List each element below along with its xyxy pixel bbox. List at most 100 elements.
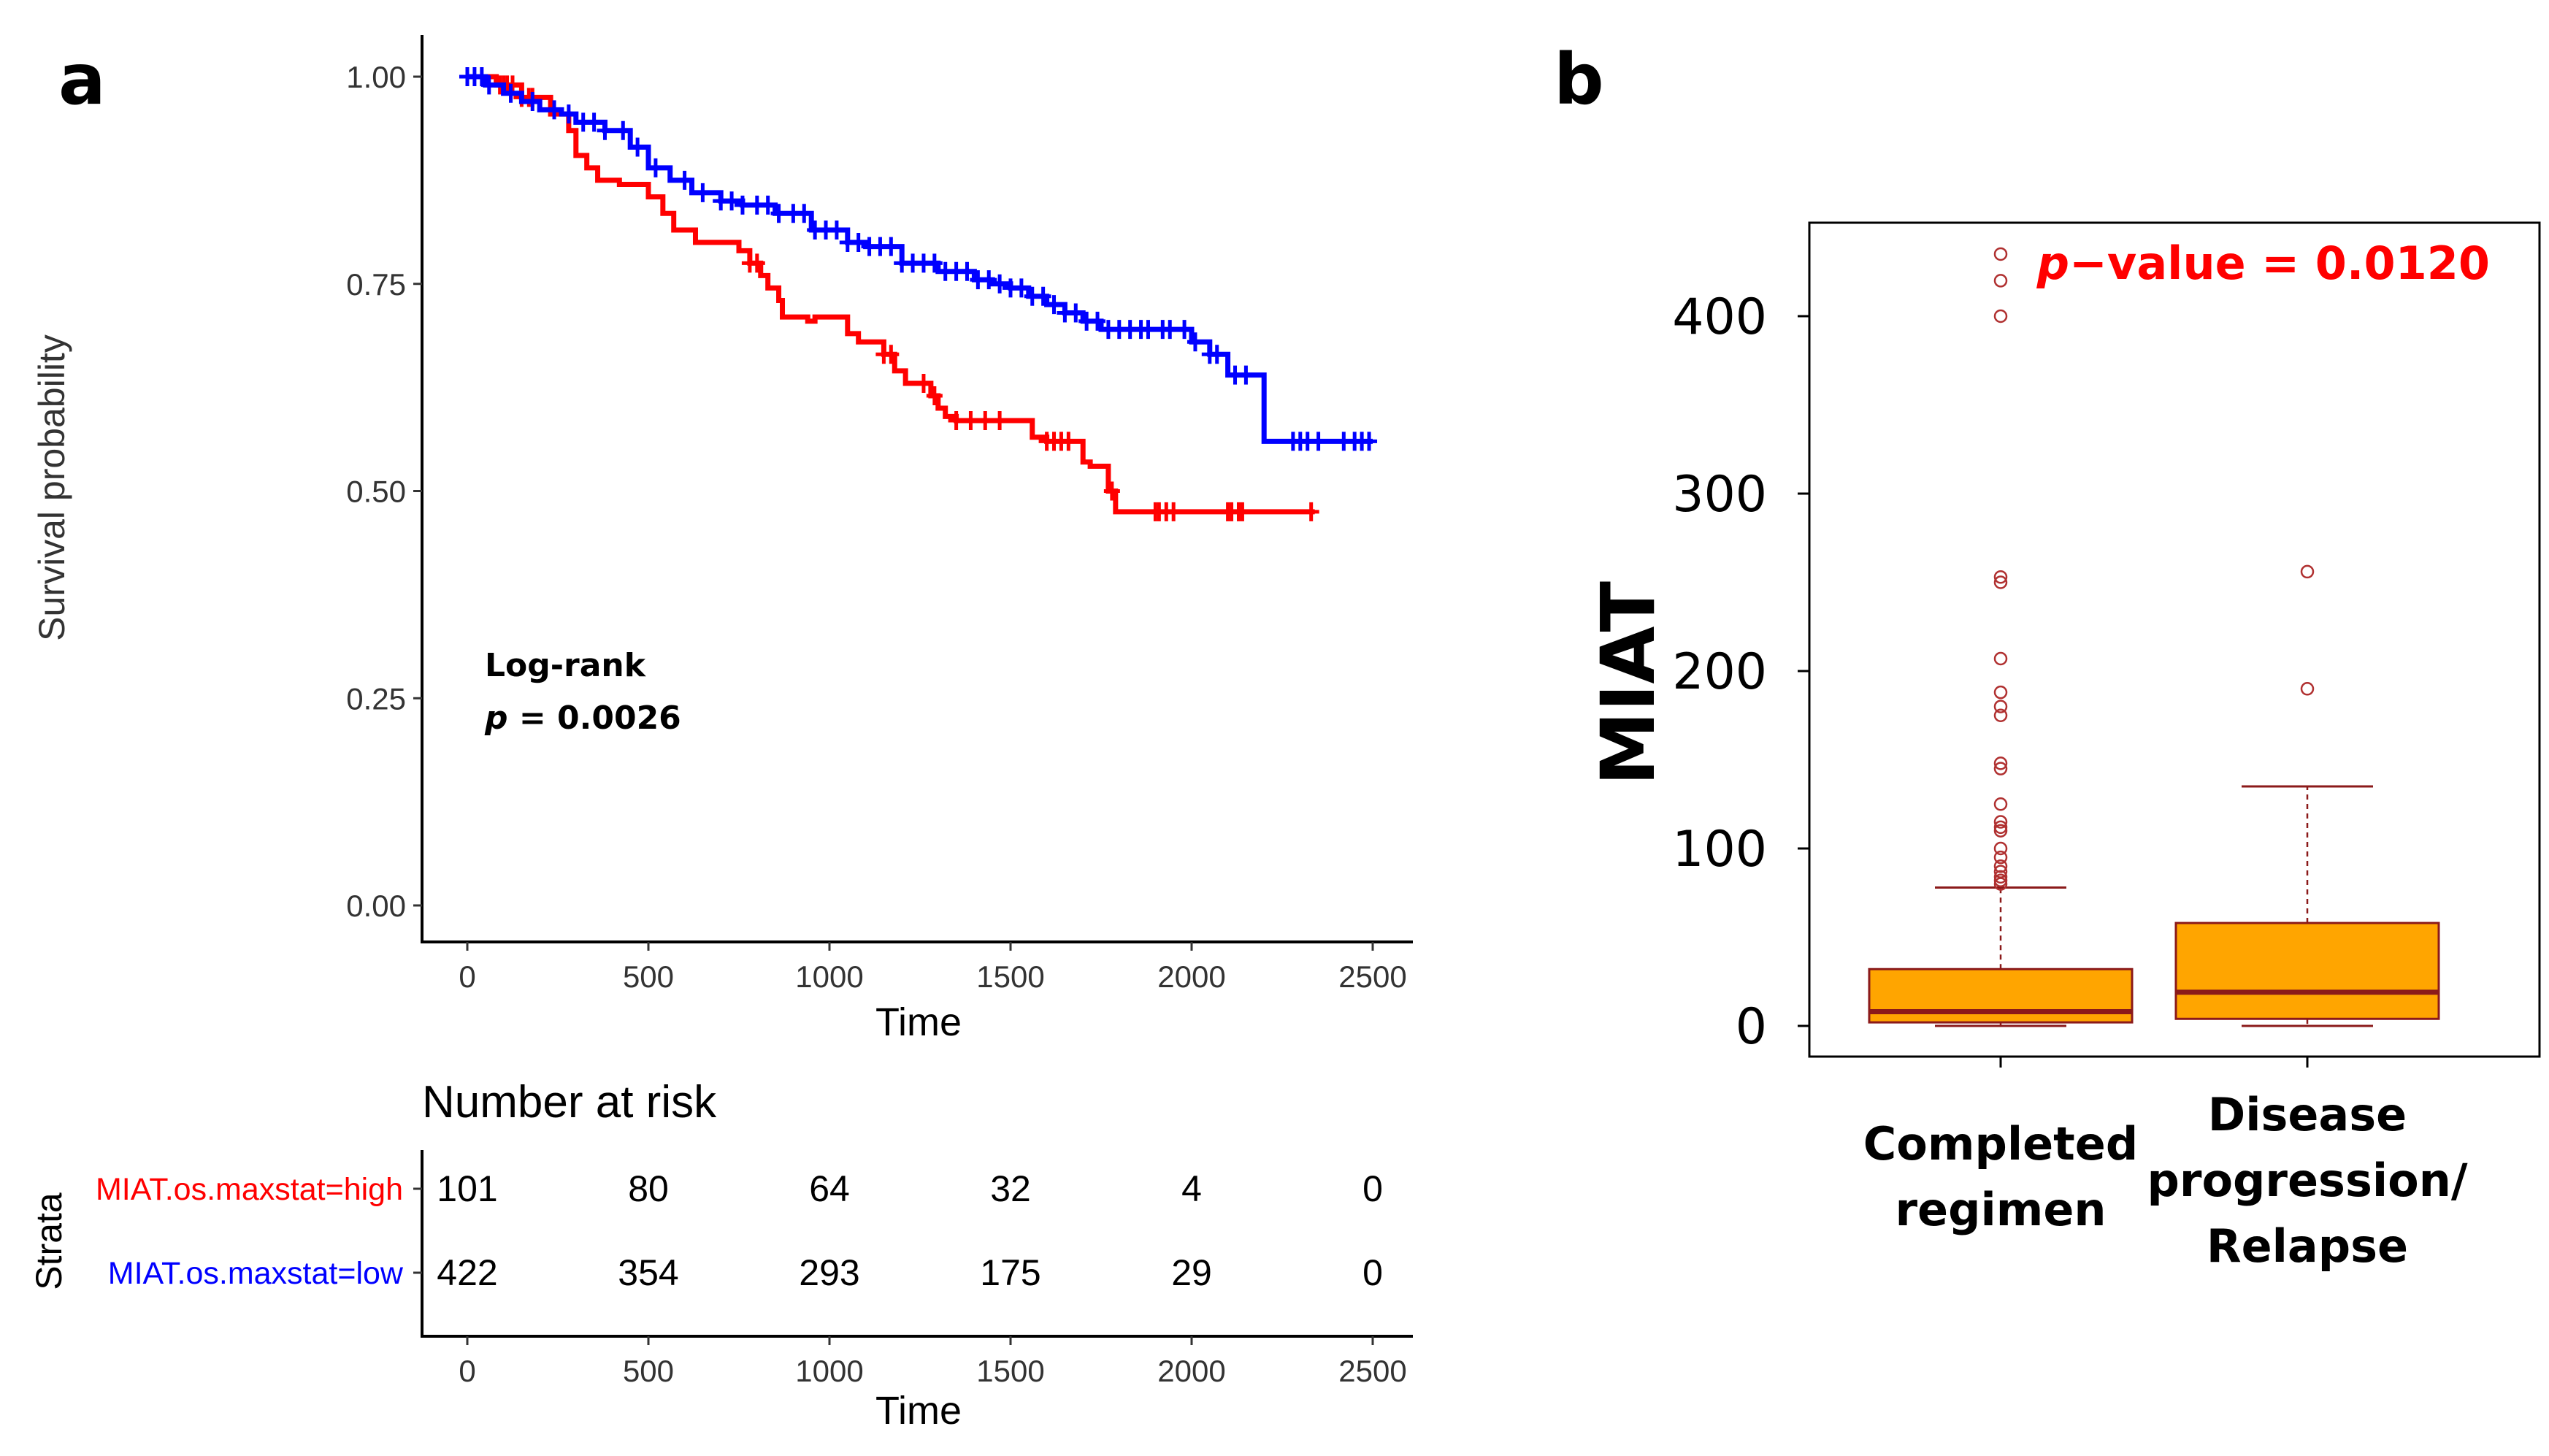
- km-censor-mark-high: [948, 411, 965, 431]
- box-outlier: [1993, 708, 2008, 722]
- risk-strata-name: MIAT.os.maxstat=low: [108, 1256, 404, 1291]
- box-group: [1868, 247, 2134, 1027]
- box-category-label: Completed: [1863, 1117, 2138, 1170]
- box-group: [2174, 564, 2440, 1027]
- risk-count: 293: [799, 1252, 859, 1293]
- km-censor-mark-low: [676, 170, 693, 190]
- box-outlier: [2300, 564, 2315, 579]
- risk-x-tick-label: 500: [623, 1354, 674, 1388]
- box-y-tick-label: 0: [1736, 998, 1767, 1056]
- box-iqr: [1868, 968, 2134, 1024]
- risk-table-title: Number at risk: [422, 1077, 717, 1127]
- box-outlier: [1993, 815, 2008, 829]
- box-y-tick-label: 100: [1672, 821, 1767, 878]
- risk-count: 29: [1171, 1252, 1212, 1293]
- km-censor-mark-low: [1089, 311, 1106, 331]
- risk-x-tick-label: 0: [459, 1354, 475, 1388]
- box-p-number: −value = 0.0120: [2069, 237, 2490, 290]
- risk-x-tick-label: 2500: [1338, 1354, 1406, 1388]
- km-censor-mark-low: [850, 233, 867, 252]
- box-outlier: [1993, 309, 2008, 323]
- box-outlier: [1993, 575, 2008, 589]
- km-y-tick-label: 1.00: [346, 60, 406, 94]
- box-p-symbol: p: [2036, 237, 2069, 290]
- box-outlier: [1993, 824, 2008, 838]
- km-censor-mark-low: [586, 112, 602, 132]
- km-x-tick-label: 2500: [1338, 959, 1406, 994]
- km-censor-mark-high: [926, 386, 943, 405]
- box-category-label: Disease: [2208, 1088, 2407, 1141]
- km-censor-mark-low: [796, 204, 813, 223]
- km-plot: 0.00 0.25 0.50 0.75 1.00 0 500 1000 1500 2000 250…: [31, 35, 1413, 1044]
- km-x-tick-label: 1500: [976, 959, 1044, 994]
- box-outlier: [1993, 870, 2008, 884]
- box-y-tick-label: 300: [1672, 466, 1767, 524]
- km-y-tick-label: 0.75: [346, 267, 406, 302]
- km-censor-mark-low: [724, 191, 740, 211]
- logrank-p-number: = 0.0026: [508, 700, 681, 737]
- box-category-label: Relapse: [2207, 1219, 2408, 1273]
- km-censor-mark-low: [959, 261, 975, 281]
- risk-count: 0: [1362, 1252, 1383, 1293]
- box-outlier: [1993, 762, 2008, 775]
- km-censor-mark-low: [1067, 303, 1084, 323]
- box-outlier: [1993, 274, 2008, 288]
- km-censor-mark-low: [560, 104, 577, 124]
- risk-count: 64: [809, 1168, 850, 1209]
- box-outlier: [1993, 651, 2008, 666]
- km-censor-mark-low: [1176, 320, 1193, 340]
- km-censor-mark-low: [1035, 286, 1051, 306]
- risk-rows: MIAT.os.maxstat=high 101 80 64 32 4 0 MIAT.os.m…: [96, 1168, 1383, 1293]
- boxplot: 0 100 200 300 400 Completed regimen Disease pro…: [1585, 221, 2541, 1273]
- km-censor-mark-high: [1165, 502, 1182, 521]
- risk-count: 32: [990, 1168, 1031, 1209]
- km-censor-mark-high: [1234, 502, 1251, 521]
- km-censor-mark-low: [694, 183, 711, 202]
- km-censor-mark-low: [480, 75, 497, 95]
- box-outlier: [1993, 841, 2008, 856]
- km-censor-mark-high: [915, 373, 932, 393]
- km-censor-mark-low: [615, 120, 632, 140]
- box-outlier: [1993, 820, 2008, 835]
- box-p-value: p−value = 0.0120: [2036, 237, 2490, 290]
- logrank-label: Log-rank: [485, 647, 647, 684]
- risk-table: Number at risk Strata MIAT.os.maxstat=hi…: [28, 1077, 1413, 1433]
- km-censor-mark-low: [759, 195, 776, 215]
- box-outlier: [1993, 570, 2008, 584]
- km-y-tick-label: 0.50: [346, 475, 406, 509]
- risk-strata-name: MIAT.os.maxstat=high: [96, 1172, 403, 1207]
- box-category-label: progression/: [2147, 1154, 2468, 1207]
- km-censor-mark-high: [992, 411, 1008, 431]
- km-censor-mark-low: [734, 195, 751, 215]
- risk-x-tick-label: 1000: [795, 1354, 863, 1388]
- km-censor-mark-low: [828, 220, 845, 240]
- box-iqr: [2174, 922, 2440, 1020]
- boxplot-frame: [1808, 221, 2541, 1058]
- km-censor-mark-high: [1303, 502, 1319, 521]
- logrank-p-value: p = 0.0026: [484, 700, 681, 737]
- km-x-tick-label: 2000: [1157, 959, 1225, 994]
- km-censor-mark-low: [647, 158, 664, 177]
- box-outlier: [1993, 873, 2008, 887]
- km-censor-mark-low: [629, 137, 646, 157]
- km-censor-mark-low: [502, 83, 519, 103]
- km-censor-mark-high: [1103, 481, 1120, 501]
- box-outlier: [1993, 850, 2008, 865]
- km-x-tick-label: 1000: [795, 959, 863, 994]
- km-y-axis-label: Survival probability: [31, 334, 72, 641]
- km-censor-mark-high: [748, 253, 765, 273]
- box-y-tick-label: 200: [1672, 643, 1767, 701]
- km-censor-mark-low: [473, 67, 490, 86]
- km-censor-mark-low: [1046, 295, 1062, 315]
- box-plots: [1868, 247, 2440, 1027]
- risk-x-tick-label: 2000: [1157, 1354, 1225, 1388]
- km-curve-high: [467, 74, 1315, 515]
- panel-label-b: b: [1554, 39, 1604, 120]
- box-outlier: [1993, 865, 2008, 878]
- km-censor-mark-low: [992, 274, 1008, 294]
- box-outlier: [1993, 700, 2008, 713]
- risk-count: 422: [437, 1252, 497, 1293]
- logrank-p-symbol: p: [484, 700, 508, 737]
- box-outlier: [1993, 859, 2008, 873]
- box-category-label: regimen: [1895, 1183, 2106, 1236]
